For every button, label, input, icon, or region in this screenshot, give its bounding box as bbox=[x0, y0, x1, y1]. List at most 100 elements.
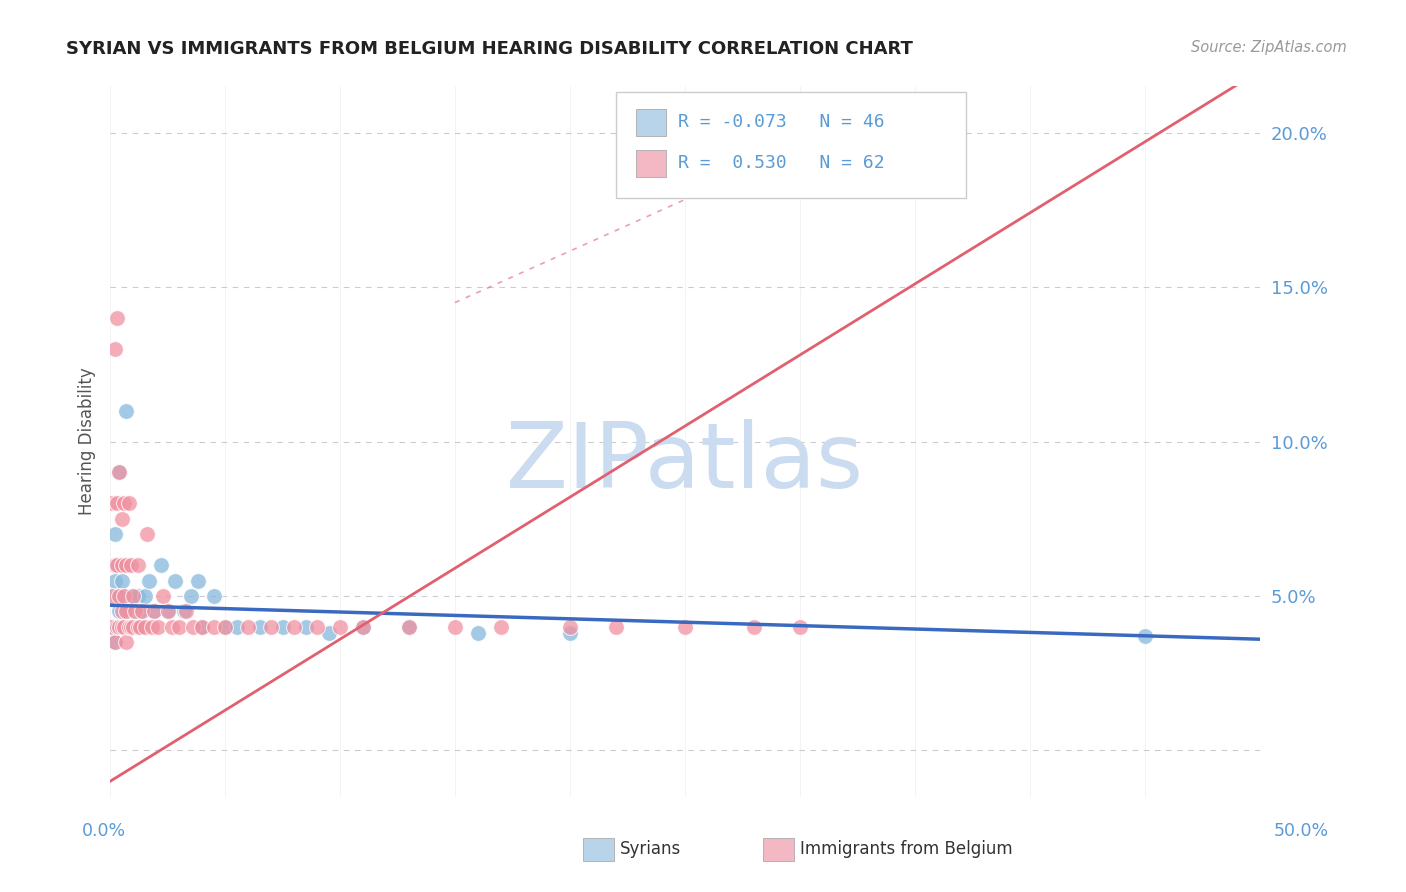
Point bbox=[294, 620, 316, 634]
Point bbox=[260, 620, 283, 634]
Point bbox=[124, 604, 146, 618]
Point bbox=[104, 342, 127, 356]
Point bbox=[112, 620, 135, 634]
Point bbox=[789, 620, 811, 634]
Point bbox=[127, 620, 149, 634]
Point bbox=[115, 635, 138, 649]
Point bbox=[108, 620, 131, 634]
Point bbox=[214, 620, 236, 634]
Point bbox=[105, 620, 128, 634]
Point bbox=[202, 589, 225, 603]
Point bbox=[122, 620, 145, 634]
Point bbox=[101, 589, 124, 603]
Point bbox=[149, 558, 172, 572]
Point bbox=[489, 620, 512, 634]
Point bbox=[108, 558, 131, 572]
Point bbox=[156, 604, 179, 618]
Point bbox=[134, 589, 156, 603]
Point bbox=[111, 620, 134, 634]
Point bbox=[120, 620, 142, 634]
Text: SYRIAN VS IMMIGRANTS FROM BELGIUM HEARING DISABILITY CORRELATION CHART: SYRIAN VS IMMIGRANTS FROM BELGIUM HEARIN… bbox=[66, 40, 912, 58]
Point bbox=[1133, 629, 1156, 643]
Point bbox=[105, 589, 128, 603]
Point bbox=[131, 604, 153, 618]
Point bbox=[111, 620, 134, 634]
Point bbox=[136, 527, 159, 541]
Point bbox=[214, 620, 236, 634]
Point bbox=[105, 311, 128, 326]
Text: 50.0%: 50.0% bbox=[1274, 822, 1329, 840]
Point bbox=[101, 620, 124, 634]
Point bbox=[138, 574, 160, 588]
Point bbox=[318, 626, 340, 640]
Point bbox=[398, 620, 420, 634]
Point bbox=[673, 620, 696, 634]
Point bbox=[112, 496, 135, 510]
Point bbox=[108, 466, 131, 480]
Point bbox=[283, 620, 305, 634]
Text: Immigrants from Belgium: Immigrants from Belgium bbox=[800, 840, 1012, 858]
Point bbox=[186, 574, 208, 588]
Point bbox=[202, 620, 225, 634]
Point bbox=[742, 620, 765, 634]
Point bbox=[105, 558, 128, 572]
Text: Syrians: Syrians bbox=[620, 840, 682, 858]
Point bbox=[160, 620, 183, 634]
Point bbox=[117, 604, 139, 618]
Point bbox=[120, 589, 142, 603]
Point bbox=[558, 620, 581, 634]
Point bbox=[112, 589, 135, 603]
Point bbox=[134, 620, 156, 634]
Point bbox=[141, 620, 163, 634]
Point bbox=[105, 496, 128, 510]
Point bbox=[108, 589, 131, 603]
Point bbox=[122, 589, 145, 603]
Point bbox=[115, 403, 138, 417]
Point bbox=[104, 635, 127, 649]
Point bbox=[111, 512, 134, 526]
Point bbox=[271, 620, 294, 634]
Point bbox=[111, 574, 134, 588]
Point bbox=[108, 604, 131, 618]
Point bbox=[236, 620, 259, 634]
Point bbox=[398, 620, 420, 634]
Point bbox=[307, 620, 329, 634]
Point bbox=[120, 558, 142, 572]
Point bbox=[111, 604, 134, 618]
Point bbox=[111, 558, 134, 572]
Point bbox=[558, 626, 581, 640]
Point bbox=[467, 626, 489, 640]
Point bbox=[191, 620, 214, 634]
Point bbox=[167, 620, 190, 634]
Point bbox=[142, 604, 165, 618]
Point bbox=[225, 620, 247, 634]
Point bbox=[115, 604, 138, 618]
Text: Source: ZipAtlas.com: Source: ZipAtlas.com bbox=[1191, 40, 1347, 55]
Point bbox=[148, 620, 170, 634]
Point bbox=[115, 620, 138, 634]
Text: 0.0%: 0.0% bbox=[82, 822, 125, 840]
Point bbox=[108, 466, 131, 480]
Point bbox=[173, 604, 195, 618]
Text: R =  0.530   N = 62: R = 0.530 N = 62 bbox=[678, 154, 884, 172]
Point bbox=[352, 620, 374, 634]
Point bbox=[605, 620, 627, 634]
Point bbox=[101, 589, 124, 603]
Point bbox=[181, 620, 204, 634]
Point bbox=[129, 604, 152, 618]
Point bbox=[115, 558, 138, 572]
Point bbox=[104, 574, 127, 588]
Text: ZIPatlas: ZIPatlas bbox=[506, 419, 863, 507]
Point bbox=[104, 635, 127, 649]
Point bbox=[120, 620, 142, 634]
Point bbox=[112, 620, 135, 634]
Point bbox=[129, 620, 152, 634]
Point bbox=[249, 620, 271, 634]
Point bbox=[163, 574, 186, 588]
Point bbox=[105, 620, 128, 634]
Point bbox=[127, 558, 149, 572]
Point bbox=[112, 589, 135, 603]
Point bbox=[117, 620, 139, 634]
Point bbox=[105, 558, 128, 572]
Point bbox=[122, 604, 145, 618]
